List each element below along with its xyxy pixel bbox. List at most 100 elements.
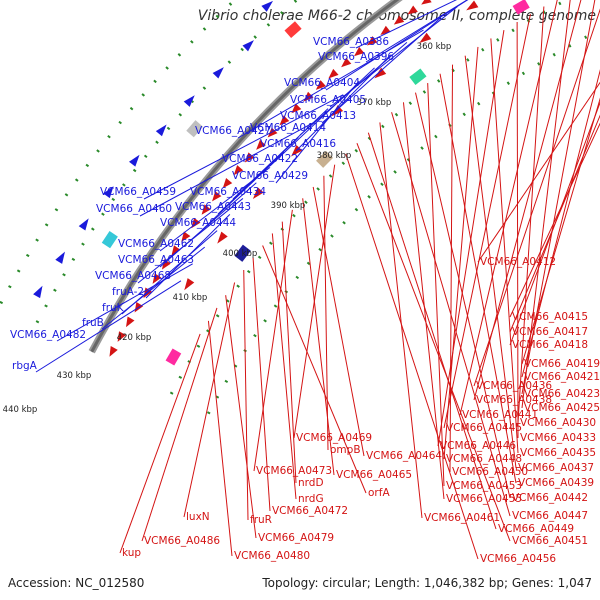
- red-gene-label-connector: [415, 92, 511, 499]
- red-gene-label-connector: [379, 122, 423, 519]
- red-gene-label: kup: [122, 547, 141, 559]
- red-gene-label: VCM66_A0437: [518, 462, 594, 474]
- blue-gene-label-connector: [159, 166, 271, 252]
- feature-block: [165, 348, 182, 366]
- red-gene-label-connector: [243, 270, 249, 521]
- red-gene-label: VCM66_A0425: [524, 402, 600, 414]
- red-gene-label-connector: [521, 0, 596, 395]
- reverse-gene-arrow: [184, 278, 195, 291]
- forward-gene-arrow: [129, 154, 140, 167]
- red-gene-label: nrdD: [298, 477, 324, 489]
- reverse-gene-arrow: [354, 46, 365, 57]
- red-gene-label: VCM66_A0423: [524, 388, 600, 400]
- feature-block: [409, 68, 427, 85]
- red-gene-label-connector: [459, 0, 558, 416]
- red-gene-label-connector: [443, 14, 531, 429]
- feature-block: [234, 244, 251, 262]
- reverse-gene-arrow: [341, 57, 352, 68]
- blue-gene-label: VCM66_A0444: [160, 217, 236, 229]
- scale-tick-label: 430 kbp: [57, 371, 92, 381]
- red-gene-label-connector: [271, 233, 297, 500]
- red-gene-label: VCM66_A0450: [452, 466, 528, 478]
- scale-tick-label: 380 kbp: [317, 151, 352, 161]
- red-gene-label-connector: [345, 153, 479, 560]
- blue-gene-label-connector: [299, 41, 408, 136]
- red-gene-label-connector: [521, 97, 600, 365]
- reverse-gene-arrow: [217, 231, 228, 244]
- gene-labels: VCM66_A0386 VCM66_A0396 VCM66_A0404 VCM66_A…: [10, 36, 600, 565]
- blue-gene-label: VCM66_A0404: [284, 77, 360, 89]
- reverse-gene-arrow: [212, 191, 222, 202]
- red-gene-label: VCM66_A0446: [440, 440, 516, 452]
- red-gene-label-connector: [391, 112, 511, 517]
- red-gene-label: VCM66_A0435: [520, 447, 596, 459]
- scale-tick-label: 400 kbp: [223, 249, 258, 259]
- scale-tick-label: 440 kbp: [3, 405, 38, 415]
- red-gene-label: VCM66_A0441: [462, 409, 538, 421]
- blue-gene-label: VCM66_A0414: [250, 122, 326, 134]
- blue-gene-label-connector: [101, 246, 206, 330]
- reverse-gene-arrow: [291, 103, 302, 114]
- red-gene-label-connector: [225, 295, 257, 539]
- red-gene-label: VCM66_A0447: [512, 510, 588, 522]
- red-gene-label-connector: [473, 0, 582, 401]
- red-gene-label: VCM66_A0421: [524, 371, 600, 383]
- red-gene-label: VCM66_A0439: [518, 477, 594, 489]
- reverse-gene-arrow: [267, 127, 278, 138]
- blue-gene-label: VCM66_A0459: [100, 186, 176, 198]
- blue-gene-label-connector: [201, 151, 285, 231]
- blue-gene-label-connector: [217, 137, 299, 215]
- red-gene-label: ompB: [330, 444, 361, 456]
- scale-tick-label: 410 kbp: [173, 293, 208, 303]
- scale-tick-label: 370 kbp: [357, 98, 392, 108]
- red-gene-label-connector: [119, 333, 201, 554]
- red-gene-label: VCM66_A0448: [446, 453, 522, 465]
- reverse-gene-arrow: [222, 178, 233, 189]
- blue-gene-label-connector: [365, 0, 468, 63]
- reverse-gene-arrow: [279, 115, 290, 126]
- feature-block: [284, 21, 302, 39]
- blue-gene-label: VCM66_A0482: [10, 329, 86, 341]
- forward-gene-arrow: [212, 67, 224, 79]
- red-gene-label-connector: [427, 83, 445, 487]
- red-gene-label: VCM66_A0438: [476, 394, 552, 406]
- red-gene-label-connector: [252, 257, 271, 512]
- genome-summary-text: Topology: circular; Length: 1,046,382 bp…: [262, 576, 592, 590]
- red-gene-label-connector: [464, 55, 517, 469]
- scale-tick-label: 420 kbp: [117, 333, 152, 343]
- forward-gene-arrow: [33, 285, 43, 299]
- forward-gene-arrow: [242, 40, 254, 52]
- red-gene-label-connector: [509, 101, 600, 346]
- forward-gene-arrow: [261, 0, 274, 12]
- reverse-gene-arrow: [328, 68, 339, 79]
- scale-tick-label: 360 kbp: [417, 42, 452, 52]
- forward-gene-arrow: [78, 218, 89, 231]
- blue-gene-label-connector: [143, 94, 344, 200]
- reverse-gene-arrow: [117, 331, 126, 342]
- red-gene-label: VCM66_A0412: [480, 256, 556, 268]
- blue-gene-label: VCM66_A0468: [95, 270, 171, 282]
- red-gene-label: VCM66_A0486: [144, 535, 220, 547]
- blue-gene-label: VCM66_A0396: [318, 51, 394, 63]
- red-gene-label: VCM66_A0453: [446, 480, 522, 492]
- reverse-gene-arrow: [201, 204, 211, 215]
- red-gene-label: VCM66_A0455: [446, 493, 522, 505]
- blue-gene-label: fruA-2: [112, 286, 144, 298]
- red-gene-label-connector: [356, 143, 511, 542]
- accession-text: Accession: NC_012580: [8, 576, 145, 590]
- red-gene-label-connector: [509, 122, 600, 318]
- blue-gene-label: VCM66_A0463: [118, 254, 194, 266]
- red-gene-label: orfA: [368, 487, 390, 499]
- scale-ticks: 360 kbp 370 kbp 380 kbp 390 kbp 400 kbp 410 k…: [3, 42, 452, 415]
- reverse-gene-arrow: [171, 245, 181, 256]
- red-gene-label-connector: [402, 102, 445, 500]
- reverse-gene-arrow: [152, 273, 162, 284]
- blue-gene-label-connector: [139, 122, 314, 217]
- red-gene-label-connector: [477, 81, 600, 263]
- backbone-arc-core: [90, 0, 400, 353]
- red-gene-label: luxN: [186, 511, 210, 523]
- reverse-gene-arrow: [367, 36, 378, 46]
- blue-gene-label-connector: [295, 54, 391, 152]
- red-gene-label-connector: [521, 0, 571, 409]
